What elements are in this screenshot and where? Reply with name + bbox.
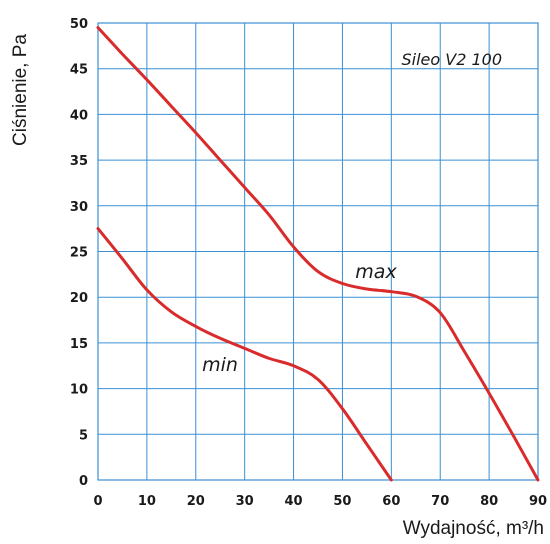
- y-tick-label: 40: [70, 108, 88, 123]
- y-tick-label: 0: [79, 474, 88, 489]
- x-axis-title: Wydajność, m³/h: [403, 518, 544, 539]
- grid-lines: [97, 22, 539, 481]
- x-tick-label: 0: [93, 494, 102, 509]
- series-line-max: [96, 26, 540, 482]
- x-tick-label: 40: [285, 494, 303, 509]
- plot-frame: [97, 22, 539, 481]
- x-tick-label: 60: [382, 494, 400, 509]
- x-tick-label: 50: [333, 494, 351, 509]
- y-axis-title: Ciśnienie, Pa: [10, 34, 31, 146]
- x-tick-label: 70: [431, 494, 449, 509]
- series-layer: [96, 26, 540, 482]
- y-tick-label: 10: [70, 383, 88, 398]
- y-tick-label: 45: [70, 63, 88, 78]
- tick-labels: 0 10 20 30 40 50 60 70 80 90 0 5 10 15 20 25 30 35 40 45 50: [70, 17, 547, 509]
- y-tick-label: 30: [70, 200, 88, 215]
- x-tick-label: 10: [138, 494, 156, 509]
- annotation-max: max: [355, 261, 397, 283]
- y-tick-label: 15: [70, 337, 88, 352]
- y-tick-label: 50: [70, 17, 88, 32]
- y-tick-label: 35: [70, 154, 88, 169]
- series-line-min: [96, 227, 393, 482]
- annotation-min: min: [202, 354, 238, 376]
- x-tick-label: 80: [480, 494, 498, 509]
- y-tick-label: 5: [79, 428, 88, 443]
- x-tick-label: 90: [529, 494, 547, 509]
- x-tick-label: 30: [236, 494, 254, 509]
- model-label: Sileo V2 100: [401, 50, 502, 69]
- y-tick-label: 25: [70, 246, 88, 261]
- x-tick-label: 20: [187, 494, 205, 509]
- y-tick-label: 20: [70, 291, 88, 306]
